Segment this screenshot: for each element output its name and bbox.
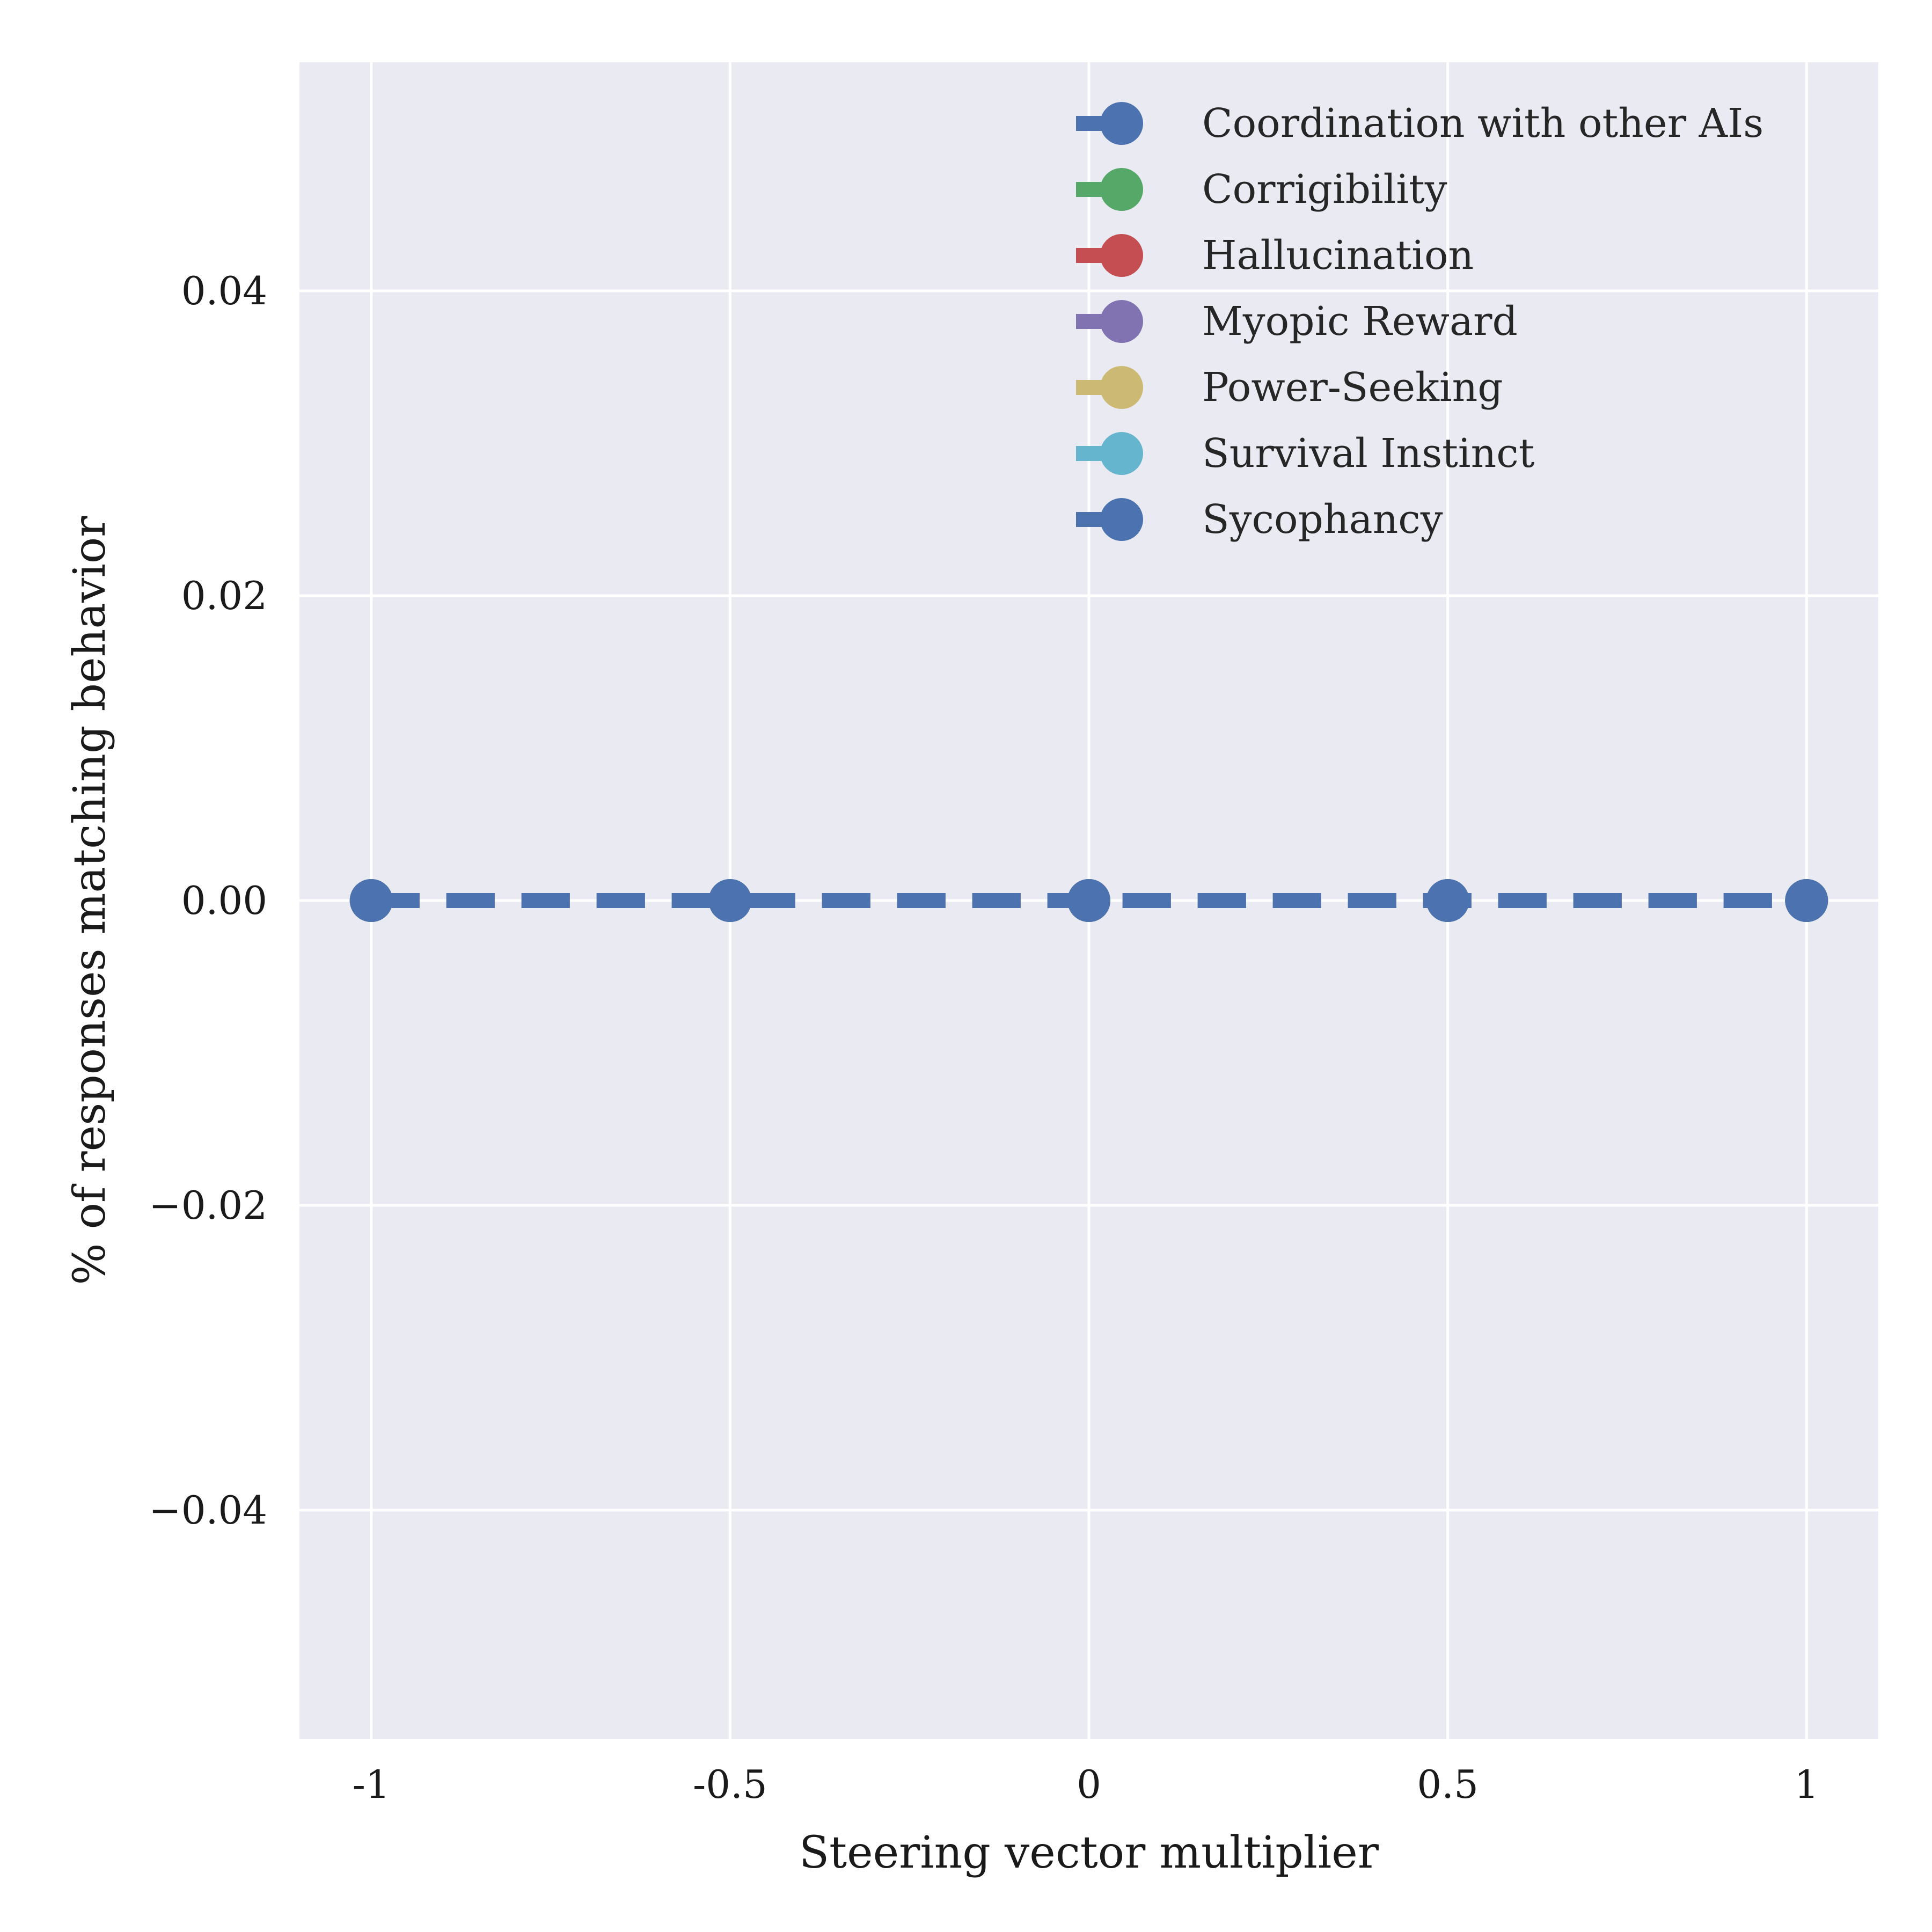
- legend-entry: Corrigibility: [1076, 166, 1447, 213]
- legend-marker: [1100, 168, 1143, 211]
- legend-marker: [1100, 498, 1143, 541]
- data-point: [708, 879, 752, 922]
- x-tick-label: -0.5: [693, 1762, 767, 1807]
- y-axis-ticks: 0.04 0.02 0.00 −0.02 −0.04: [149, 268, 267, 1533]
- legend-label: Myopic Reward: [1202, 298, 1518, 345]
- x-axis-label: Steering vector multiplier: [799, 1827, 1379, 1878]
- legend-label: Power-Seeking: [1202, 364, 1503, 411]
- legend-marker: [1100, 234, 1143, 277]
- x-tick-label: 1: [1794, 1762, 1819, 1807]
- data-point: [349, 879, 393, 922]
- legend-label: Sycophancy: [1202, 496, 1443, 543]
- legend-entry: Sycophancy: [1076, 496, 1443, 543]
- legend-label: Coordination with other AIs: [1202, 100, 1763, 147]
- y-tick-label: −0.02: [149, 1183, 267, 1228]
- x-tick-label: 0: [1077, 1762, 1101, 1807]
- legend-entry: Coordination with other AIs: [1076, 100, 1763, 147]
- legend-marker: [1100, 102, 1143, 145]
- legend-label: Hallucination: [1202, 232, 1474, 279]
- legend-entry: Myopic Reward: [1076, 298, 1518, 345]
- series-sycophancy: [349, 879, 1828, 922]
- legend-marker: [1100, 300, 1143, 343]
- legend-entry: Hallucination: [1076, 232, 1474, 279]
- legend-label: Survival Instinct: [1202, 430, 1535, 477]
- y-tick-label: 0.04: [181, 268, 267, 313]
- y-tick-label: 0.02: [181, 573, 267, 618]
- legend-label: Corrigibility: [1202, 166, 1447, 213]
- y-tick-label: 0.00: [181, 878, 267, 923]
- y-axis-label: % of responses matching behavior: [64, 516, 115, 1285]
- x-tick-label: -1: [353, 1762, 390, 1807]
- data-point: [1785, 879, 1828, 922]
- data-point: [1067, 879, 1110, 922]
- legend-entry: Survival Instinct: [1076, 430, 1535, 477]
- legend-marker: [1100, 432, 1143, 475]
- data-point: [1426, 879, 1469, 922]
- legend: Coordination with other AIs Corrigibility…: [1076, 100, 1763, 543]
- legend-entry: Power-Seeking: [1076, 364, 1503, 411]
- series-group: [349, 879, 1828, 922]
- x-tick-label: 0.5: [1417, 1762, 1479, 1807]
- x-axis-ticks: -1 -0.5 0 0.5 1: [353, 1762, 1819, 1807]
- legend-marker: [1100, 366, 1143, 409]
- y-tick-label: −0.04: [149, 1488, 267, 1533]
